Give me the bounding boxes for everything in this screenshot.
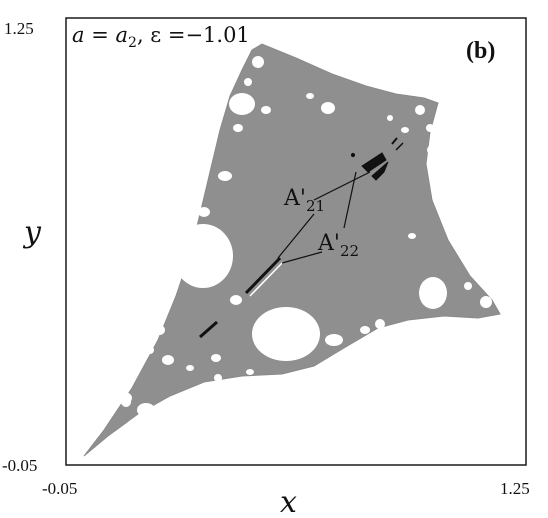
x-tick-left: -0.05	[42, 479, 77, 498]
y-tick-top: 1.25	[4, 19, 34, 38]
panel-label: (b)	[466, 38, 495, 64]
x-tick-right: 1.25	[500, 479, 530, 498]
y-axis-label: y	[22, 215, 42, 250]
y-tick-bottom: -0.05	[2, 456, 37, 475]
x-axis-label: x	[280, 485, 297, 518]
plot-title: a = a2, ε =−1.01	[72, 23, 250, 51]
